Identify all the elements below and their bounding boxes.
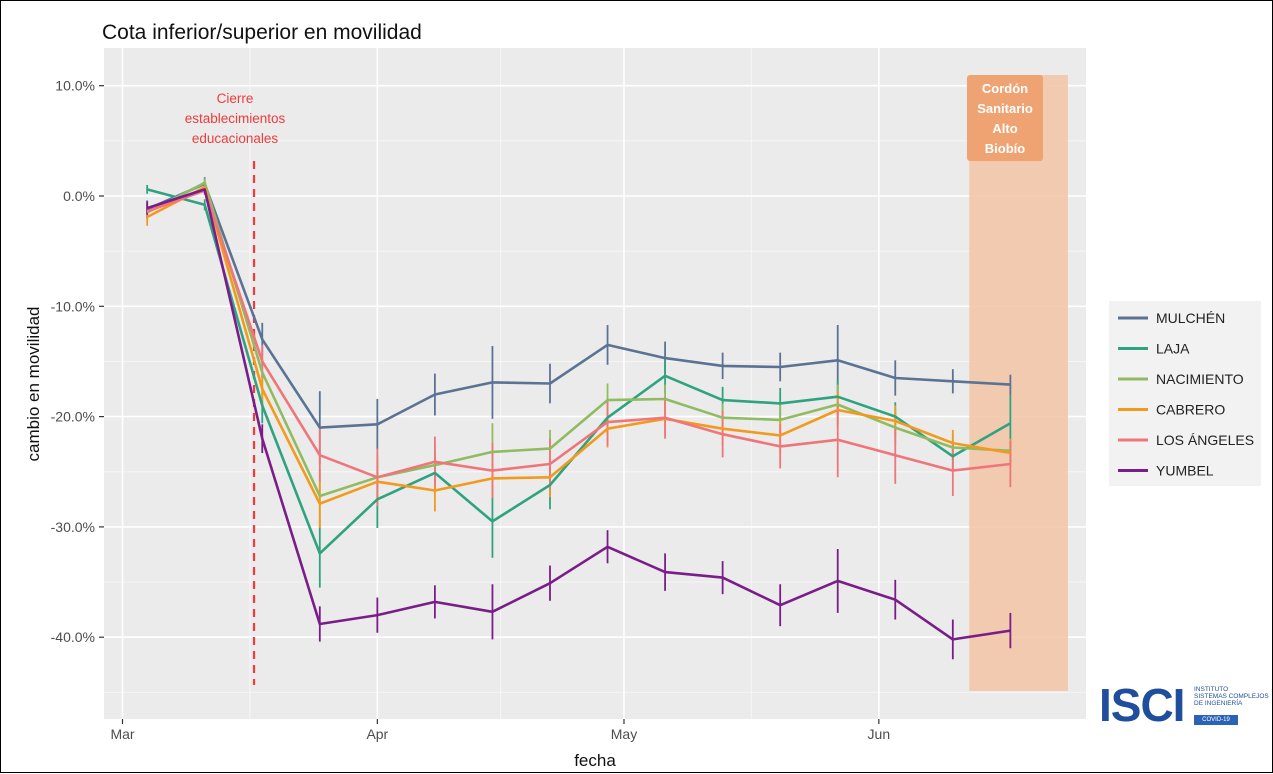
cordon-label-line: Alto xyxy=(992,121,1017,136)
legend-label: NACIMIENTO xyxy=(1156,371,1244,387)
y-tick-label: 0.0% xyxy=(63,188,95,204)
closure-label-line: educacionales xyxy=(192,131,279,146)
x-tick-label: Apr xyxy=(366,726,388,742)
x-tick-label: May xyxy=(611,726,637,742)
cordon-label-line: Biobío xyxy=(985,141,1025,156)
plot-panel xyxy=(104,48,1086,719)
legend-label: CABRERO xyxy=(1156,402,1225,418)
logo-text: INSTITUTO SISTEMAS COMPLEJOS DE INGENIER… xyxy=(1194,686,1269,707)
y-axis-label: cambio en movilidad xyxy=(24,307,43,462)
cordon-label-line: Sanitario xyxy=(977,101,1033,116)
y-tick-label: -20.0% xyxy=(51,409,95,425)
closure-label-line: establecimientos xyxy=(185,111,286,126)
logo-line-1: INSTITUTO xyxy=(1194,686,1269,693)
chart-title: Cota inferior/superior en movilidad xyxy=(102,21,422,44)
logo-line-3: DE INGENIERÍA xyxy=(1194,700,1269,707)
closure-label-line: Cierre xyxy=(217,91,254,106)
isci-logo: ISCI INSTITUTO SISTEMAS COMPLEJOS DE ING… xyxy=(1099,684,1269,729)
legend-label: MULCHÉN xyxy=(1156,310,1225,326)
y-tick-label: 10.0% xyxy=(55,78,95,94)
legend-label: LOS ÁNGELES xyxy=(1156,432,1254,448)
y-tick-label: -40.0% xyxy=(51,629,95,645)
y-tick-label: -30.0% xyxy=(51,519,95,535)
legend-label: LAJA xyxy=(1156,341,1190,357)
x-axis-label: fecha xyxy=(574,751,616,770)
legend-box xyxy=(1109,301,1261,486)
x-tick-label: Jun xyxy=(868,726,891,742)
logo-mark: ISCI xyxy=(1099,678,1184,732)
legend-label: YUMBEL xyxy=(1156,463,1214,479)
logo-badge: COVID-19 xyxy=(1194,715,1238,725)
x-tick-label: Mar xyxy=(110,726,134,742)
cordon-label-line: Cordón xyxy=(982,81,1028,96)
y-tick-label: -10.0% xyxy=(51,298,95,314)
logo-line-2: SISTEMAS COMPLEJOS xyxy=(1194,693,1269,700)
